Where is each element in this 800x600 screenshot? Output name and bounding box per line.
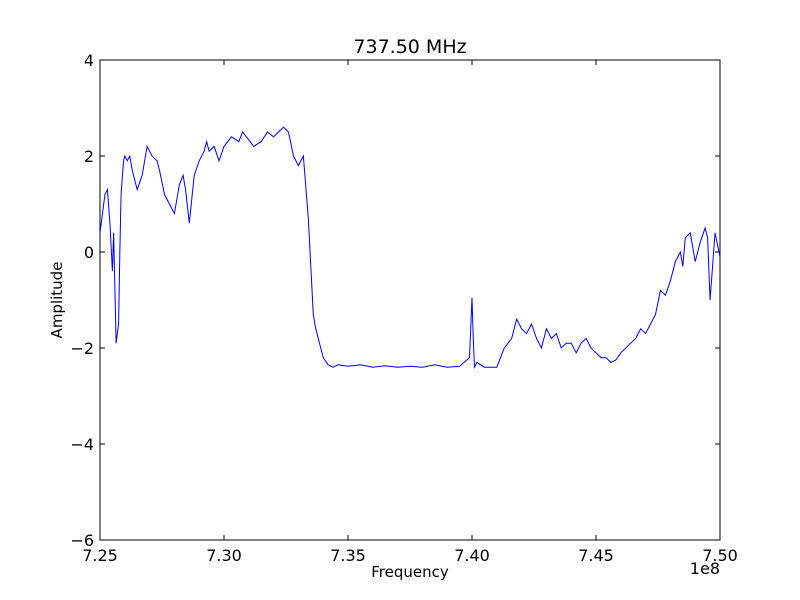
x-tick-label: 7.40 <box>454 546 490 565</box>
x-tick-label: 7.30 <box>206 546 242 565</box>
y-tick-label: −2 <box>70 339 94 358</box>
x-axis-label: Frequency <box>371 563 449 581</box>
plot-area <box>99 59 721 541</box>
x-axis-ticks: 7.25 7.30 7.35 7.40 7.45 7.50 <box>82 60 738 565</box>
y-tick-label: 0 <box>84 243 94 262</box>
y-axis-ticks: −6 −4 −2 0 2 4 <box>70 51 720 550</box>
y-tick-label: −6 <box>70 531 94 550</box>
y-axis-label: Amplitude <box>48 262 66 339</box>
chart-title: 737.50 MHz <box>353 36 466 58</box>
x-tick-label: 7.50 <box>702 546 738 565</box>
x-tick-label: 7.25 <box>82 546 118 565</box>
y-tick-label: 4 <box>84 51 94 70</box>
y-tick-label: −4 <box>70 435 94 454</box>
x-tick-label: 7.35 <box>330 546 366 565</box>
x-axis-scale-label: 1e8 <box>690 559 720 578</box>
series-line-amplitude <box>99 126 721 370</box>
y-tick-label: 2 <box>84 147 94 166</box>
x-tick-label: 7.45 <box>578 546 614 565</box>
